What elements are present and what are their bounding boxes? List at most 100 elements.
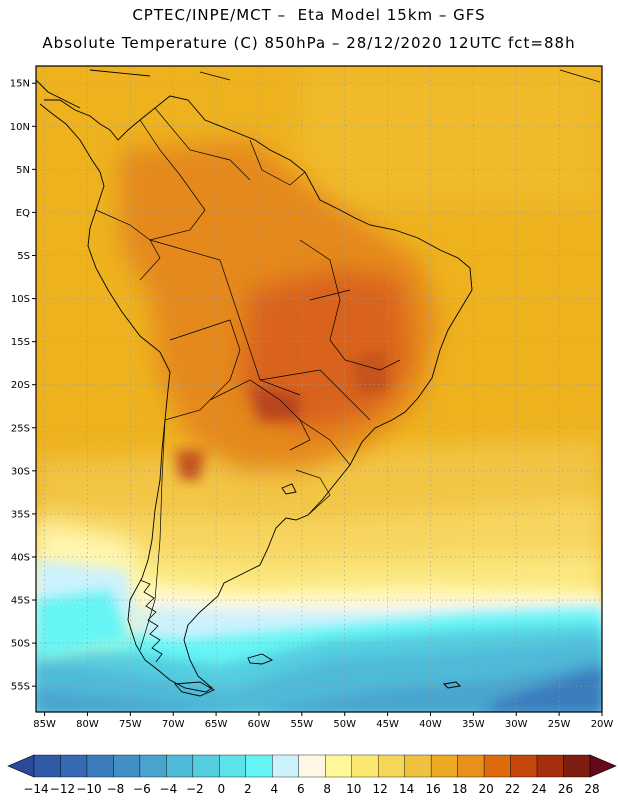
field-cuyo-max	[175, 450, 205, 480]
colorbar-label: 28	[584, 782, 599, 796]
colorbar-swatch	[113, 754, 141, 778]
colorbar-label: 6	[297, 782, 305, 796]
colorbar-swatch	[298, 754, 326, 778]
colorbar-swatch	[510, 754, 538, 778]
colorbar-label: 4	[270, 782, 278, 796]
colorbar-label: −14	[23, 782, 48, 796]
lon-tick-label: 40W	[419, 719, 442, 730]
lat-tick-label: 15S	[11, 337, 30, 348]
colorbar-label: −6	[133, 782, 151, 796]
lon-tick-label: 60W	[248, 719, 271, 730]
colorbar-swatch	[563, 754, 591, 778]
chart-title-line-2: Absolute Temperature (C) 850hPa – 28/12/…	[42, 34, 576, 52]
colorbar-swatch	[483, 754, 511, 778]
lon-tick-label: 75W	[119, 719, 142, 730]
chile-fjords	[139, 579, 163, 663]
field-chaco-max	[250, 385, 300, 420]
south-georgia	[443, 681, 461, 689]
longitude-axis: 85W 80W 75W 70W 65W 60W 55W 50W 45W 40W 35W 30W 25W 2…	[33, 712, 613, 730]
latitude-axis: 15N 10N 5N EQ 5S 10S 15S 20S 25S 30S 35S 40S 45S 50S 5…	[10, 79, 36, 693]
colorbar-swatch	[60, 754, 88, 778]
lon-tick-label: 70W	[162, 719, 185, 730]
border-bolivia	[169, 319, 241, 401]
border-chile-argentina-north	[164, 399, 211, 421]
colorbar-label: 8	[323, 782, 331, 796]
colorbar-swatch	[166, 754, 194, 778]
colorbar-label: −8	[107, 782, 125, 796]
colorbar-swatch	[33, 754, 61, 778]
border-brazil-argentina	[299, 419, 351, 466]
border-guianas	[249, 139, 306, 186]
lat-tick-label: 55S	[11, 682, 30, 693]
field-band-m2	[36, 660, 602, 712]
antilles	[89, 69, 601, 83]
border-paraguay	[209, 379, 311, 451]
colorbar-label: 26	[558, 782, 573, 796]
colorbar-swatch	[245, 754, 273, 778]
lon-tick-label: 20W	[591, 719, 614, 730]
colorbar-label: 0	[218, 782, 226, 796]
colorbar-swatch	[457, 754, 485, 778]
lat-tick-label: 30S	[11, 466, 30, 477]
lon-tick-label: 85W	[33, 719, 56, 730]
colorbar-label: 10	[346, 782, 361, 796]
colorbar-label: −2	[186, 782, 204, 796]
colorbar-swatch	[192, 754, 220, 778]
lat-tick-label: 10S	[11, 294, 30, 305]
colorbar-label: −10	[76, 782, 101, 796]
lon-tick-label: 35W	[462, 719, 485, 730]
country-borders	[95, 107, 401, 651]
tierra-del-fuego	[174, 681, 216, 697]
lat-tick-label: 5S	[17, 251, 30, 262]
lon-tick-label: 80W	[76, 719, 99, 730]
lat-tick-label: 45S	[11, 596, 30, 607]
colorbar-label: −4	[160, 782, 178, 796]
border-venezuela	[154, 107, 251, 181]
border-uruguay	[295, 469, 331, 516]
colorbar-label: 18	[452, 782, 467, 796]
coastlines	[36, 69, 601, 697]
colorbar-swatch	[139, 754, 167, 778]
colorbar-label: 14	[399, 782, 414, 796]
temperature-field	[36, 66, 602, 712]
lat-tick-label: 5N	[16, 165, 30, 176]
colorbar-swatch	[430, 754, 458, 778]
plot-frame	[35, 65, 603, 713]
colorbar-swatch	[404, 754, 432, 778]
field-band-m6	[480, 668, 602, 712]
central-america	[36, 79, 81, 109]
colorbar-swatch	[351, 754, 379, 778]
colorbar-low-triangle	[7, 754, 35, 778]
field-minas-max	[350, 350, 390, 395]
south-america-outline	[39, 95, 473, 693]
colorbar: −14 −12 −10 −8 −6 −4 −2 0 2 4 6 8 10 12 14 16 18 20 22 24 26…	[7, 754, 617, 796]
falklands	[247, 653, 274, 665]
lon-tick-label: 65W	[205, 719, 228, 730]
lon-tick-label: 55W	[291, 719, 314, 730]
colorbar-label: 24	[531, 782, 546, 796]
colorbar-label: 16	[426, 782, 441, 796]
border-colombia	[139, 119, 206, 241]
lat-tick-label: 20S	[11, 380, 30, 391]
lat-tick-label: 35S	[11, 509, 30, 520]
colorbar-swatch	[272, 754, 299, 778]
colorbar-label: 12	[373, 782, 388, 796]
lat-tick-label: 50S	[11, 639, 30, 650]
brazil-states	[259, 239, 401, 421]
field-pacific-cold	[36, 590, 130, 660]
colorbar-high-triangle	[589, 754, 617, 778]
colorbar-swatch	[377, 754, 405, 778]
lat-tick-label: EQ	[16, 208, 30, 219]
colorbar-swatch	[86, 754, 114, 778]
lat-tick-label: 10N	[10, 122, 30, 133]
lat-tick-label: 15N	[10, 79, 30, 90]
colorbar-swatch	[536, 754, 564, 778]
lon-tick-label: 30W	[505, 719, 528, 730]
border-chile-argentina	[139, 419, 166, 651]
lon-tick-label: 45W	[376, 719, 399, 730]
lat-tick-label: 40S	[11, 552, 30, 563]
colorbar-label: 20	[478, 782, 493, 796]
colorbar-swatch	[219, 754, 247, 778]
colorbar-label: 22	[505, 782, 520, 796]
